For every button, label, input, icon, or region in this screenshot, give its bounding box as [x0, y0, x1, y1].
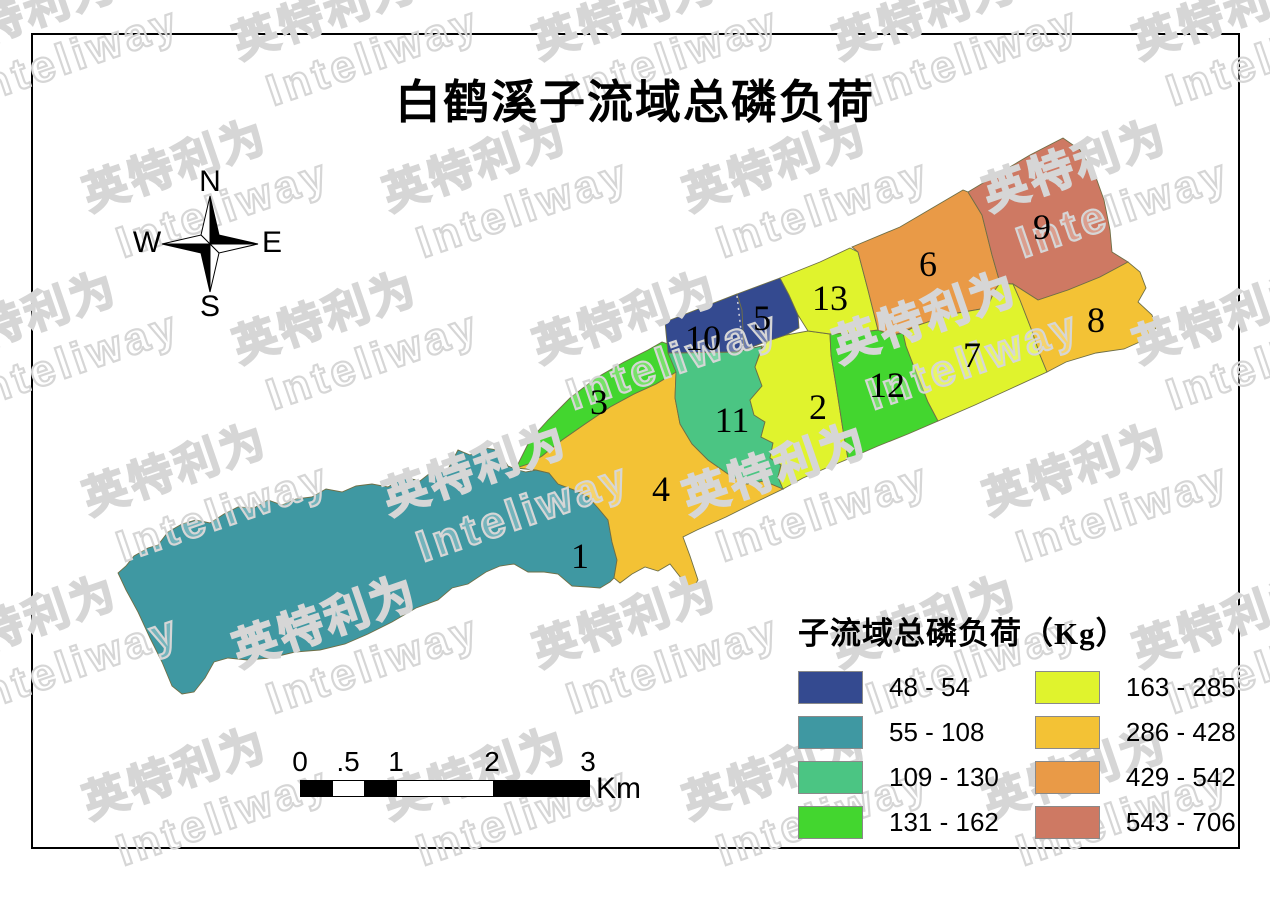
legend-item: 109 - 130 — [798, 761, 999, 794]
map-region-13 — [779, 247, 879, 335]
legend-item: 286 - 428 — [1034, 716, 1236, 749]
legend-range-label: 429 - 542 — [1125, 762, 1236, 792]
compass-arm-s-white — [209, 242, 220, 293]
scale-bar-unit: Km — [596, 772, 641, 805]
scale-segment — [333, 781, 364, 796]
legend-swatch — [1034, 671, 1100, 704]
map-region-9 — [967, 137, 1129, 301]
legend-swatch — [798, 761, 863, 794]
region-number-label: 7 — [963, 335, 981, 375]
region-number-label: 10 — [685, 318, 721, 358]
scale-tick-label: 1 — [388, 746, 404, 777]
scale-tick-label: 0 — [292, 746, 308, 777]
map-frame-border — [31, 33, 1240, 849]
legend-range-label: 55 - 108 — [889, 717, 985, 747]
compass-label-e: E — [261, 226, 283, 259]
region-number-label: 2 — [809, 387, 827, 427]
compass-label-w: W — [132, 226, 162, 259]
map-region-1 — [117, 447, 618, 695]
compass-arm-w-black — [161, 243, 212, 254]
legend-range-label: 163 - 285 — [1125, 672, 1236, 702]
scale-tick-label: .5 — [336, 746, 360, 777]
legend-range-label: 131 - 162 — [889, 807, 999, 837]
region-number-label: 8 — [1087, 300, 1105, 340]
map-region-8 — [1011, 261, 1157, 373]
scale-segment — [364, 781, 397, 796]
legend-column-right: 163 - 285 286 - 428 429 - 542 543 - 706 — [1034, 671, 1236, 839]
scale-segment — [301, 781, 333, 796]
compass-arm-e-black — [208, 234, 259, 245]
region-number-label: 3 — [590, 382, 608, 422]
region-number-label: 5 — [753, 298, 771, 338]
region-number-label: 11 — [715, 400, 750, 440]
legend-column-left: 48 - 54 55 - 108 109 - 130 131 - 162 — [798, 671, 999, 839]
legend-swatch — [1034, 716, 1100, 749]
scale-segment — [493, 781, 589, 796]
legend-range-label: 543 - 706 — [1125, 807, 1236, 837]
legend-range-label: 109 - 130 — [889, 762, 999, 792]
map-legend: 子流域总磷负荷（Kg） 48 - 54 55 - 108 109 - 130 131 … — [798, 608, 1236, 839]
scale-bar-segments — [300, 780, 590, 797]
legend-item: 55 - 108 — [798, 716, 999, 749]
compass-arm-w-white — [161, 234, 212, 245]
region-number-label: 6 — [919, 244, 937, 284]
region-number-label: 9 — [1033, 207, 1051, 247]
compass-label-s: S — [199, 290, 221, 323]
compass-label-n: N — [199, 165, 221, 198]
region-number-label: 4 — [652, 469, 670, 509]
legend-item: 543 - 706 — [1034, 806, 1236, 839]
legend-range-label: 286 - 428 — [1125, 717, 1236, 747]
scale-tick-label: 3 — [580, 746, 596, 777]
legend-swatch — [798, 671, 863, 704]
region-number-label: 13 — [812, 278, 848, 318]
legend-item: 48 - 54 — [798, 671, 999, 704]
scale-tick-label: 2 — [484, 746, 500, 777]
legend-swatch — [1034, 761, 1100, 794]
legend-item: 163 - 285 — [1034, 671, 1236, 704]
legend-swatch — [1034, 806, 1100, 839]
legend-range-label: 48 - 54 — [889, 672, 970, 702]
legend-item: 429 - 542 — [1034, 761, 1236, 794]
page-title: 白鹤溪子流域总磷负荷 — [395, 77, 875, 128]
legend-title: 子流域总磷负荷（Kg） — [798, 616, 1128, 651]
region-number-label: 12 — [869, 365, 905, 405]
legend-item: 131 - 162 — [798, 806, 999, 839]
legend-swatch — [798, 806, 863, 839]
scale-bar: 0 .5 1 2 3 Km — [292, 746, 660, 806]
scale-segment — [397, 781, 493, 796]
legend-swatch — [798, 716, 863, 749]
subwatershed-dashed-divider — [736, 295, 744, 349]
region-number-label: 1 — [571, 536, 589, 576]
